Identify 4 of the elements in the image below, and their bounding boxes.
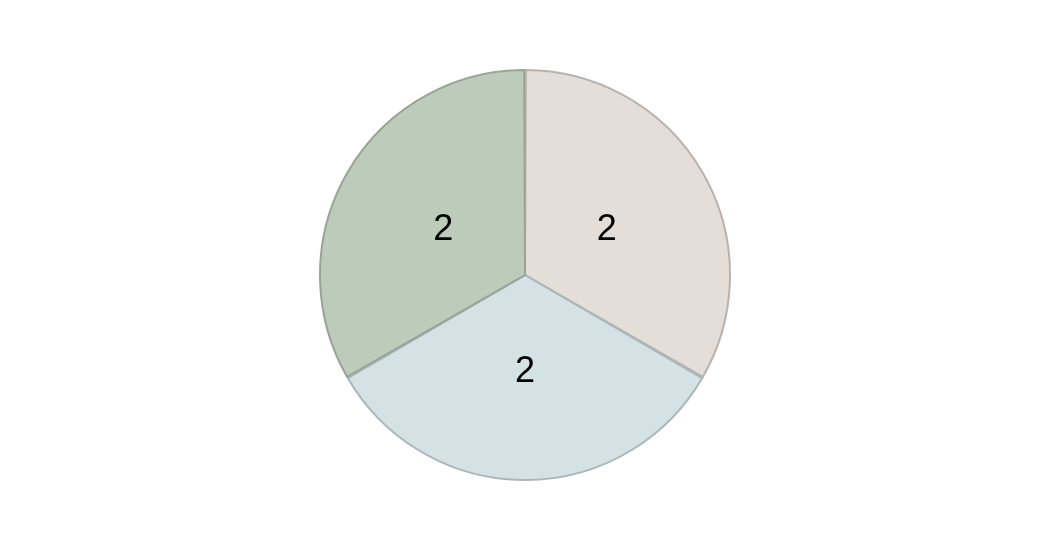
data-label: 2	[433, 207, 454, 249]
data-label: 2	[596, 207, 617, 249]
pie-slice	[346, 274, 704, 481]
data-label: 2	[514, 348, 536, 390]
